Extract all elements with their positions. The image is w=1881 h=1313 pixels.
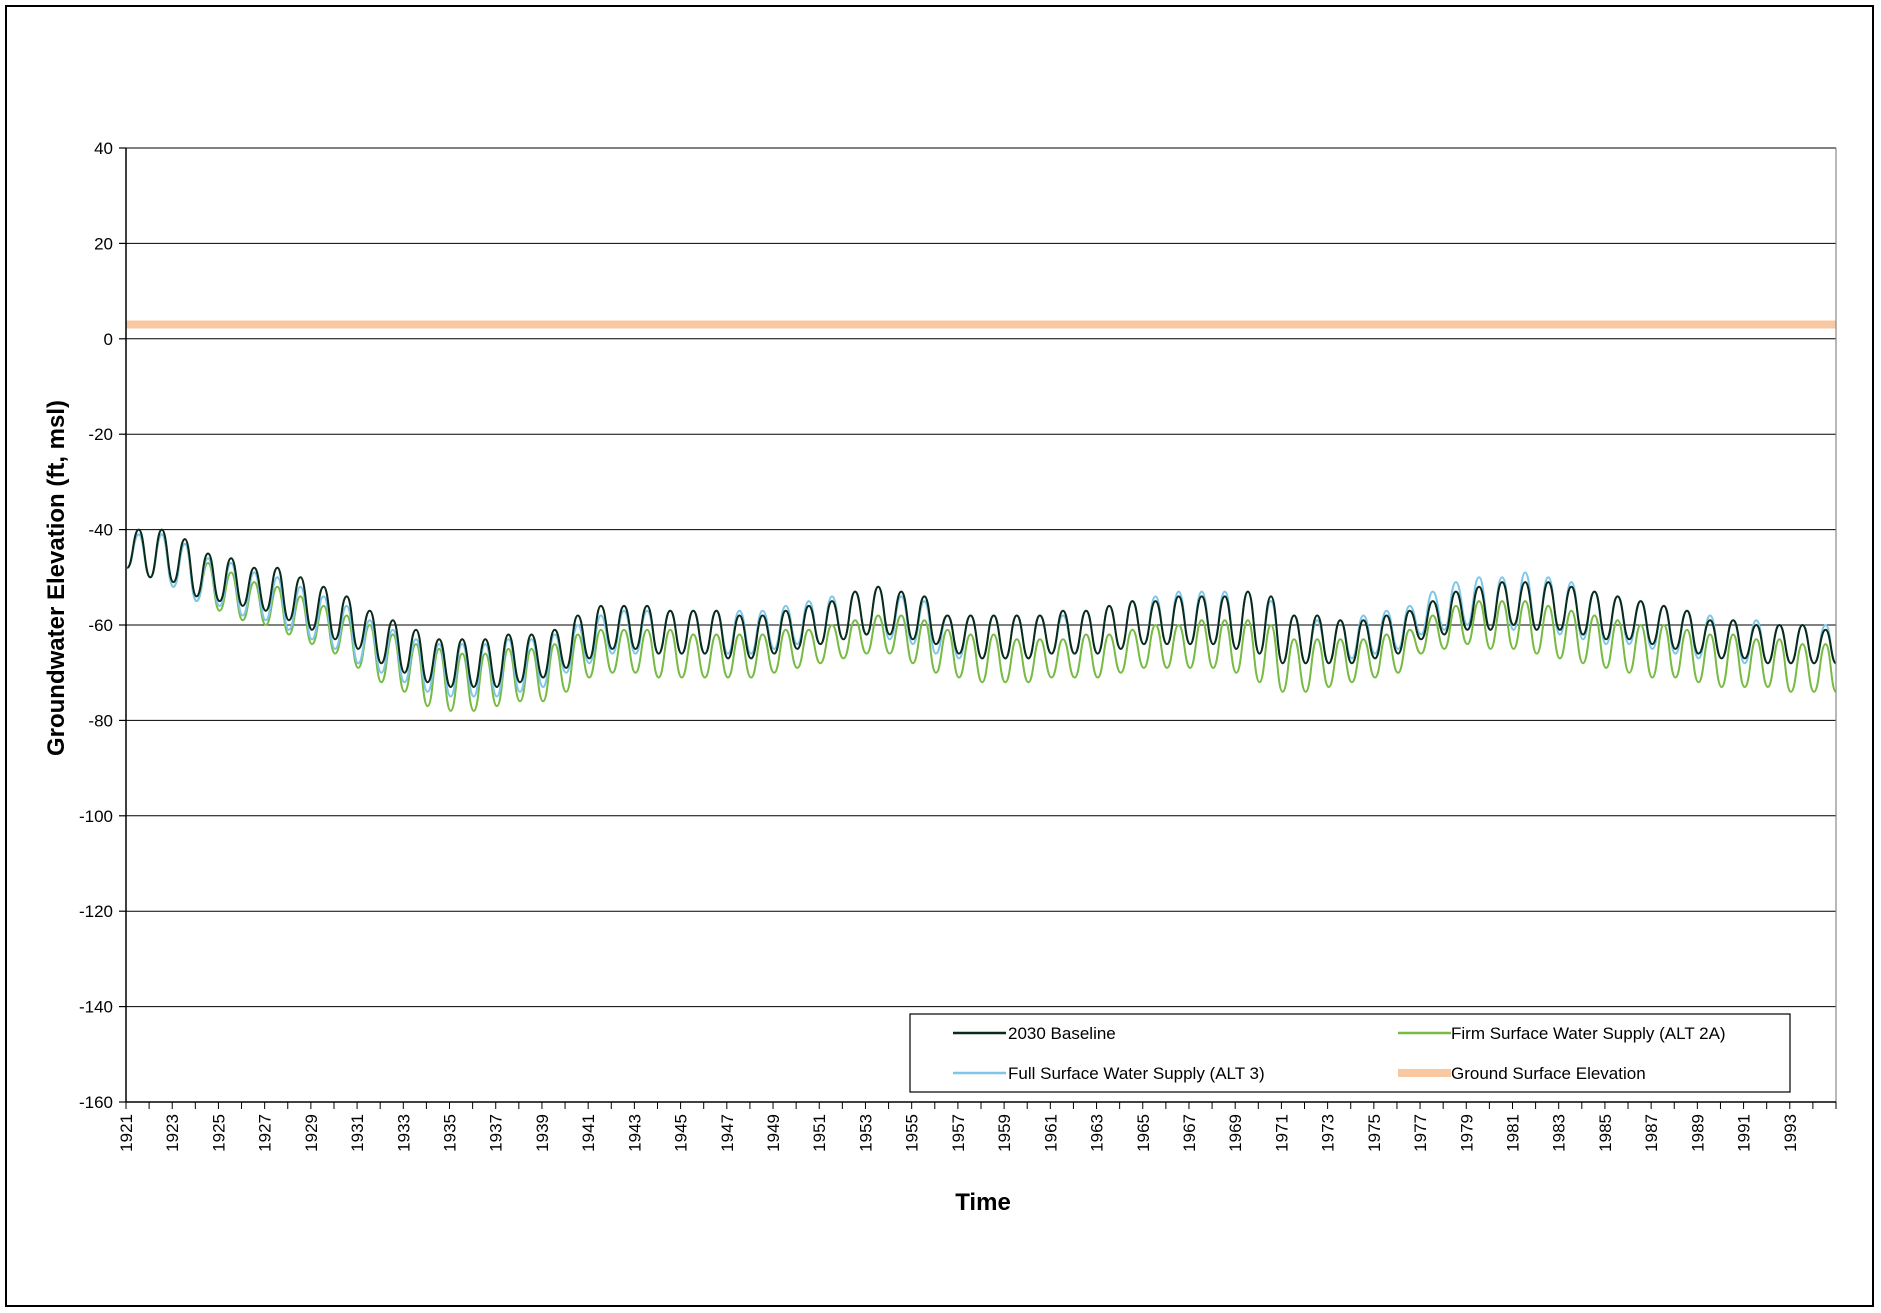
x-tick-label: 1923: [163, 1114, 182, 1152]
x-tick-label: 1987: [1642, 1114, 1661, 1152]
y-tick-label: 20: [94, 234, 113, 253]
y-axis-title: Groundwater Elevation (ft, msl): [43, 400, 70, 756]
x-tick-label: 1929: [302, 1114, 321, 1152]
x-tick-label: 1977: [1411, 1114, 1430, 1152]
x-tick-label: 1953: [856, 1114, 875, 1152]
y-tick-label: -40: [88, 521, 113, 540]
x-tick-label: 1983: [1550, 1114, 1569, 1152]
x-tick-label: 1959: [995, 1114, 1014, 1152]
series-layer: [126, 320, 1837, 712]
legend-box: [909, 1013, 1791, 1093]
x-tick-label: 1939: [533, 1114, 552, 1152]
x-tick-label: 1951: [810, 1114, 829, 1152]
x-tick-label: 1927: [256, 1114, 275, 1152]
x-tick-label: 1989: [1688, 1114, 1707, 1152]
y-tick-label: -20: [88, 425, 113, 444]
legend-label-firm-supply: Firm Surface Water Supply (ALT 2A): [1451, 1024, 1726, 1043]
y-tick-label: 0: [104, 330, 113, 349]
x-tick-label: 1955: [903, 1114, 922, 1152]
y-tick-label: -80: [88, 711, 113, 730]
legend-label-ground-surface: Ground Surface Elevation: [1451, 1064, 1646, 1083]
x-tick-label: 1979: [1457, 1114, 1476, 1152]
x-tick-label: 1957: [949, 1114, 968, 1152]
y-tick-label: -120: [79, 902, 113, 921]
x-tick-label: 1973: [1319, 1114, 1338, 1152]
x-tick-label: 1941: [579, 1114, 598, 1152]
x-tick-label: 1921: [117, 1114, 136, 1152]
x-tick-label: 1975: [1365, 1114, 1384, 1152]
y-tick-label: -140: [79, 998, 113, 1017]
x-tick-label: 1943: [625, 1114, 644, 1152]
x-tick-label: 1935: [441, 1114, 460, 1152]
x-tick-label: 1937: [487, 1114, 506, 1152]
y-tick-labels: 40 20 0 -20 -40 -60 -80 -100 -120 -140 -160: [79, 139, 126, 1112]
x-tick-label: 1965: [1134, 1114, 1153, 1152]
x-tick-label: 1945: [672, 1114, 691, 1152]
x-tick-labels: 1921 1923 1925 1927 1929 1931 1933 1935 1937 1939…: [117, 1102, 1837, 1152]
x-tick-label: 1931: [348, 1114, 367, 1152]
x-tick-label: 1949: [764, 1114, 783, 1152]
x-tick-label: 1947: [718, 1114, 737, 1152]
y-tick-label: -60: [88, 616, 113, 635]
x-tick-label: 1971: [1272, 1114, 1291, 1152]
legend-label-2030-baseline: 2030 Baseline: [1008, 1024, 1116, 1043]
x-tick-label: 1961: [1041, 1114, 1060, 1152]
x-tick-label: 1969: [1226, 1114, 1245, 1152]
series-firm-surface-water-supply-alt-2a: [126, 533, 1837, 712]
x-tick-label: 1985: [1596, 1114, 1615, 1152]
x-tick-label: 1981: [1503, 1114, 1522, 1152]
x-axis-title: Time: [955, 1189, 1011, 1216]
y-tick-label: -160: [79, 1093, 113, 1112]
x-tick-label: 1993: [1781, 1114, 1800, 1152]
x-tick-label: 1925: [209, 1114, 228, 1152]
y-tick-label: -100: [79, 807, 113, 826]
legend: 2030 Baseline Firm Surface Water Supply …: [909, 1013, 1791, 1093]
x-tick-label: 1967: [1180, 1114, 1199, 1152]
legend-label-full-supply: Full Surface Water Supply (ALT 3): [1008, 1064, 1265, 1083]
y-tick-label: 40: [94, 139, 113, 158]
series-2030-baseline: [126, 528, 1837, 688]
x-tick-label: 1991: [1735, 1114, 1754, 1152]
x-tick-label: 1963: [1088, 1114, 1107, 1152]
x-tick-label: 1933: [394, 1114, 413, 1152]
